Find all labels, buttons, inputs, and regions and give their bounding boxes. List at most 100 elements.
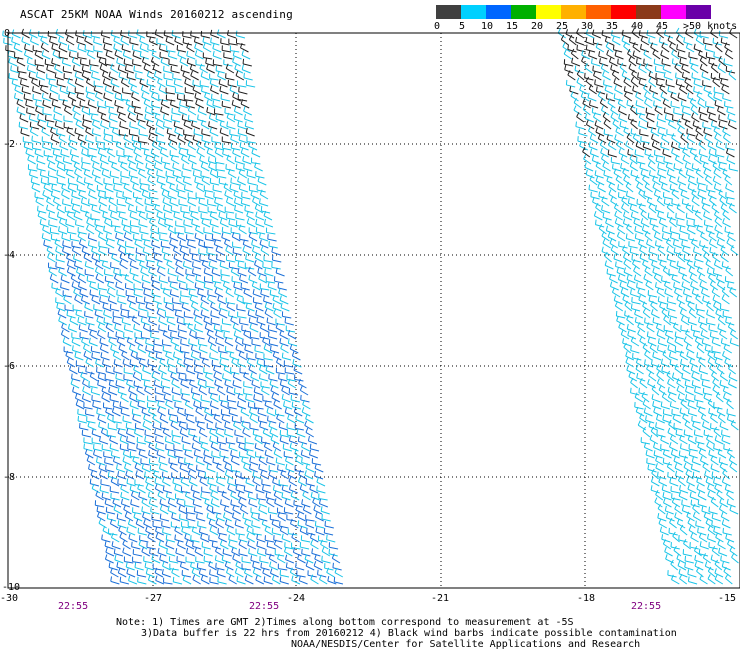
- wind-barb-flag: [304, 470, 307, 476]
- wind-barb-flag: [660, 50, 663, 56]
- wind-barb: [126, 482, 136, 487]
- wind-barb: [197, 377, 207, 382]
- wind-barb: [152, 418, 161, 424]
- wind-barb: [611, 161, 621, 165]
- wind-barb: [288, 342, 298, 347]
- wind-barb: [167, 454, 177, 459]
- wind-barb-flag: [219, 443, 221, 449]
- wind-barb-flag: [96, 511, 100, 517]
- wind-barb: [220, 356, 230, 361]
- wind-barb: [332, 567, 342, 571]
- wind-barb-flag: [254, 253, 258, 259]
- wind-barb: [602, 165, 611, 172]
- wind-barb-flag: [255, 575, 258, 581]
- wind-barb: [97, 334, 106, 340]
- wind-barb-flag: [295, 505, 298, 511]
- wind-barb-flag: [681, 71, 684, 78]
- wind-barb-flag: [332, 562, 334, 568]
- wind-barb: [97, 189, 107, 193]
- wind-barb: [100, 356, 110, 361]
- wind-barb: [186, 428, 197, 431]
- wind-barb-flag: [217, 385, 220, 391]
- wind-barb: [126, 531, 136, 536]
- wind-barb-flag: [116, 191, 118, 197]
- wind-barb-flag: [214, 281, 217, 287]
- wind-barb: [188, 342, 198, 347]
- wind-barb-flag: [133, 107, 136, 113]
- wind-barb-flag: [261, 519, 265, 525]
- wind-barb: [56, 182, 66, 186]
- wind-barb-flag: [724, 42, 728, 48]
- wind-barb: [238, 133, 247, 137]
- wind-barb-flag: [200, 301, 203, 308]
- wind-barb: [329, 546, 339, 550]
- wind-barb: [260, 474, 270, 480]
- wind-barb: [71, 378, 81, 382]
- wind-barb: [279, 342, 289, 347]
- wind-barb: [292, 355, 301, 361]
- wind-barb-flag: [192, 541, 194, 547]
- wind-barb: [153, 300, 162, 305]
- colorbar-segment-0-5: [436, 5, 461, 19]
- wind-barb-flag: [282, 443, 285, 449]
- wind-barb-flag: [197, 379, 200, 385]
- wind-barb: [312, 501, 321, 508]
- wind-barb-flag: [671, 49, 675, 55]
- wind-barb-flag: [90, 470, 93, 476]
- wind-barb: [217, 532, 227, 536]
- wind-barb: [139, 231, 149, 235]
- wind-barb: [595, 165, 604, 172]
- wind-barb: [287, 382, 297, 389]
- wind-barb-flag: [623, 77, 627, 82]
- wind-barb: [192, 397, 201, 403]
- wind-barb: [224, 194, 234, 200]
- wind-barb: [219, 182, 229, 186]
- wind-barb: [242, 250, 252, 256]
- wind-barb-flag: [181, 436, 184, 442]
- wind-barb: [597, 95, 606, 102]
- wind-barb-flag: [189, 294, 193, 300]
- wind-barb-flag: [259, 198, 261, 204]
- wind-barb: [272, 307, 282, 312]
- wind-barb: [180, 383, 190, 389]
- wind-barb: [638, 67, 647, 74]
- wind-barb: [254, 208, 264, 214]
- wind-barb: [153, 252, 162, 256]
- wind-barb: [177, 421, 187, 424]
- wind-barb: [129, 397, 138, 403]
- wind-barb-flag: [204, 91, 207, 97]
- wind-barb-flag: [106, 287, 110, 293]
- wind-barb: [98, 467, 108, 473]
- wind-barb: [207, 482, 217, 487]
- wind-barb: [201, 579, 210, 585]
- wind-barb-flag: [301, 548, 303, 554]
- wind-barb: [193, 133, 203, 137]
- wind-barb: [36, 168, 46, 172]
- wind-barb: [50, 231, 60, 235]
- wind-barb-flag: [141, 282, 144, 288]
- wind-barb-flag: [599, 58, 601, 64]
- wind-barb-flag: [610, 64, 613, 70]
- wind-barb: [48, 270, 57, 277]
- wind-barb-flag: [629, 37, 631, 43]
- wind-barb: [200, 75, 210, 81]
- wind-barb: [324, 567, 334, 571]
- wind-barb: [159, 48, 169, 53]
- wind-barb-flag: [263, 441, 267, 447]
- wind-barb: [310, 496, 320, 501]
- wind-barb-flag: [584, 113, 588, 119]
- wind-barb: [673, 167, 683, 172]
- wind-barb-flag: [215, 245, 219, 252]
- wind-barb: [159, 418, 169, 424]
- wind-barb: [77, 277, 87, 284]
- wind-barb: [171, 434, 181, 438]
- wind-barb: [213, 196, 223, 200]
- wind-barb-flag: [678, 183, 681, 189]
- wind-barb: [91, 159, 100, 165]
- wind-barb-flag: [648, 37, 650, 43]
- wind-barb: [717, 161, 727, 165]
- wind-barb: [210, 42, 220, 46]
- wind-barb-flag: [245, 477, 248, 483]
- wind-barb: [272, 482, 282, 487]
- wind-barb-flag: [102, 525, 106, 531]
